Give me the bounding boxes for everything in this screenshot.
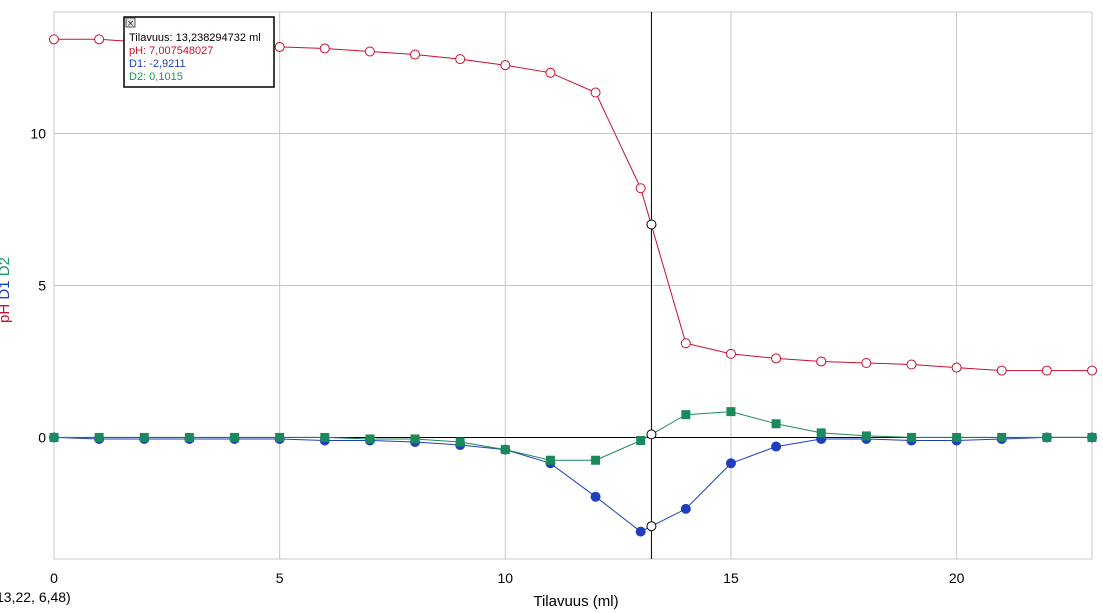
data-point-ph[interactable] [500, 60, 511, 71]
tooltip-box [123, 16, 275, 88]
x-tick-label: 20 [949, 570, 965, 586]
data-point-d2[interactable] [545, 455, 555, 465]
data-point-d2[interactable] [997, 432, 1007, 442]
cursor-line[interactable] [646, 12, 657, 559]
tooltip-line: pH: 7,007548027 [129, 45, 213, 57]
data-point-d2[interactable] [636, 435, 646, 445]
data-point-d2[interactable] [952, 432, 962, 442]
tooltip-line: Tilavuus: 13,238294732 ml [129, 32, 261, 44]
tick-labels: 0 5 10 15 20 0 5 10 [30, 126, 964, 586]
series-line-d2 [54, 411, 1092, 461]
data-point-ph[interactable] [1087, 365, 1097, 376]
data-point-d2[interactable] [230, 432, 240, 442]
x-tick-label: 5 [276, 570, 284, 586]
data-point-d1[interactable] [771, 441, 782, 452]
x-tick-label: 0 [50, 570, 58, 586]
y-axis-label-d2: D2 [0, 257, 13, 280]
series-line-d1 [53, 436, 1092, 533]
data-point-ph[interactable] [319, 43, 330, 54]
data-point-d2[interactable] [275, 432, 285, 442]
data-point-ph[interactable] [725, 348, 736, 359]
data-point-d2[interactable] [861, 431, 871, 441]
data-point-d2[interactable] [1042, 432, 1052, 442]
tooltip-line: D1: -2,9211 [129, 58, 186, 70]
data-point-d2[interactable] [681, 410, 691, 420]
data-point-d2[interactable] [500, 445, 510, 455]
data-point-d2[interactable] [726, 407, 736, 417]
data-point-ph[interactable] [49, 34, 59, 45]
data-point-ph[interactable] [274, 41, 285, 52]
data-point-d2[interactable] [591, 455, 601, 465]
data-point-ph[interactable] [771, 353, 782, 364]
data-point-d2[interactable] [1087, 432, 1097, 442]
x-axis-title: Tilavuus (ml) [533, 593, 618, 610]
data-point-ph[interactable] [996, 365, 1007, 376]
cursor-marker-d1 [646, 521, 657, 532]
y-tick-label: 5 [38, 278, 46, 294]
data-point-d1[interactable] [590, 491, 601, 502]
series-d2 [49, 407, 1097, 465]
data-point-d2[interactable] [365, 434, 375, 444]
data-point-d2[interactable] [184, 432, 194, 442]
data-point-d2[interactable] [410, 434, 420, 444]
tooltip-close-button[interactable]: × [125, 17, 136, 29]
data-point-ph[interactable] [906, 359, 917, 370]
cursor-marker-d2 [646, 429, 657, 440]
data-point-d2[interactable] [94, 432, 104, 442]
data-point-ph[interactable] [410, 49, 421, 60]
data-point-d2[interactable] [455, 437, 465, 447]
data-point-ph[interactable] [545, 67, 556, 78]
data-point-d1[interactable] [725, 458, 736, 469]
data-point-d2[interactable] [49, 432, 59, 442]
data-point-d2[interactable] [771, 419, 781, 429]
x-tick-label: 10 [498, 570, 514, 586]
data-point-d1[interactable] [680, 503, 691, 514]
data-point-ph[interactable] [590, 87, 601, 98]
y-tick-label: 10 [30, 126, 46, 142]
data-point-ph[interactable] [816, 356, 827, 367]
data-point-d2[interactable] [139, 432, 149, 442]
data-point-d2[interactable] [320, 432, 330, 442]
data-point-ph[interactable] [861, 357, 872, 368]
y-axis-title: pH D1 D2 [0, 257, 13, 323]
data-point-ph[interactable] [680, 338, 691, 349]
data-point-d2[interactable] [816, 428, 826, 438]
series-d1 [49, 432, 1097, 537]
cursor-coordinate-readout: 13,22, 6,48) [0, 589, 71, 605]
data-point-ph[interactable] [364, 46, 375, 57]
cursor-marker-ph [646, 219, 657, 230]
y-axis-label-ph: pH [0, 304, 13, 323]
data-point-ph[interactable] [635, 183, 646, 194]
data-point-ph[interactable] [951, 362, 962, 373]
data-point-ph[interactable] [455, 54, 466, 65]
tooltip-line: D2: 0,1015 [129, 71, 183, 83]
y-axis-label-d1: D1 [0, 280, 13, 303]
data-point-ph[interactable] [1041, 365, 1052, 376]
data-point-d2[interactable] [906, 432, 916, 442]
series-line-ph [54, 38, 1092, 372]
data-point-ph[interactable] [94, 34, 105, 45]
y-tick-label: 0 [38, 429, 46, 445]
x-tick-label: 15 [723, 570, 739, 586]
data-point-d1[interactable] [635, 526, 646, 537]
grid-lines [53, 11, 1093, 560]
close-icon: × [127, 19, 135, 29]
